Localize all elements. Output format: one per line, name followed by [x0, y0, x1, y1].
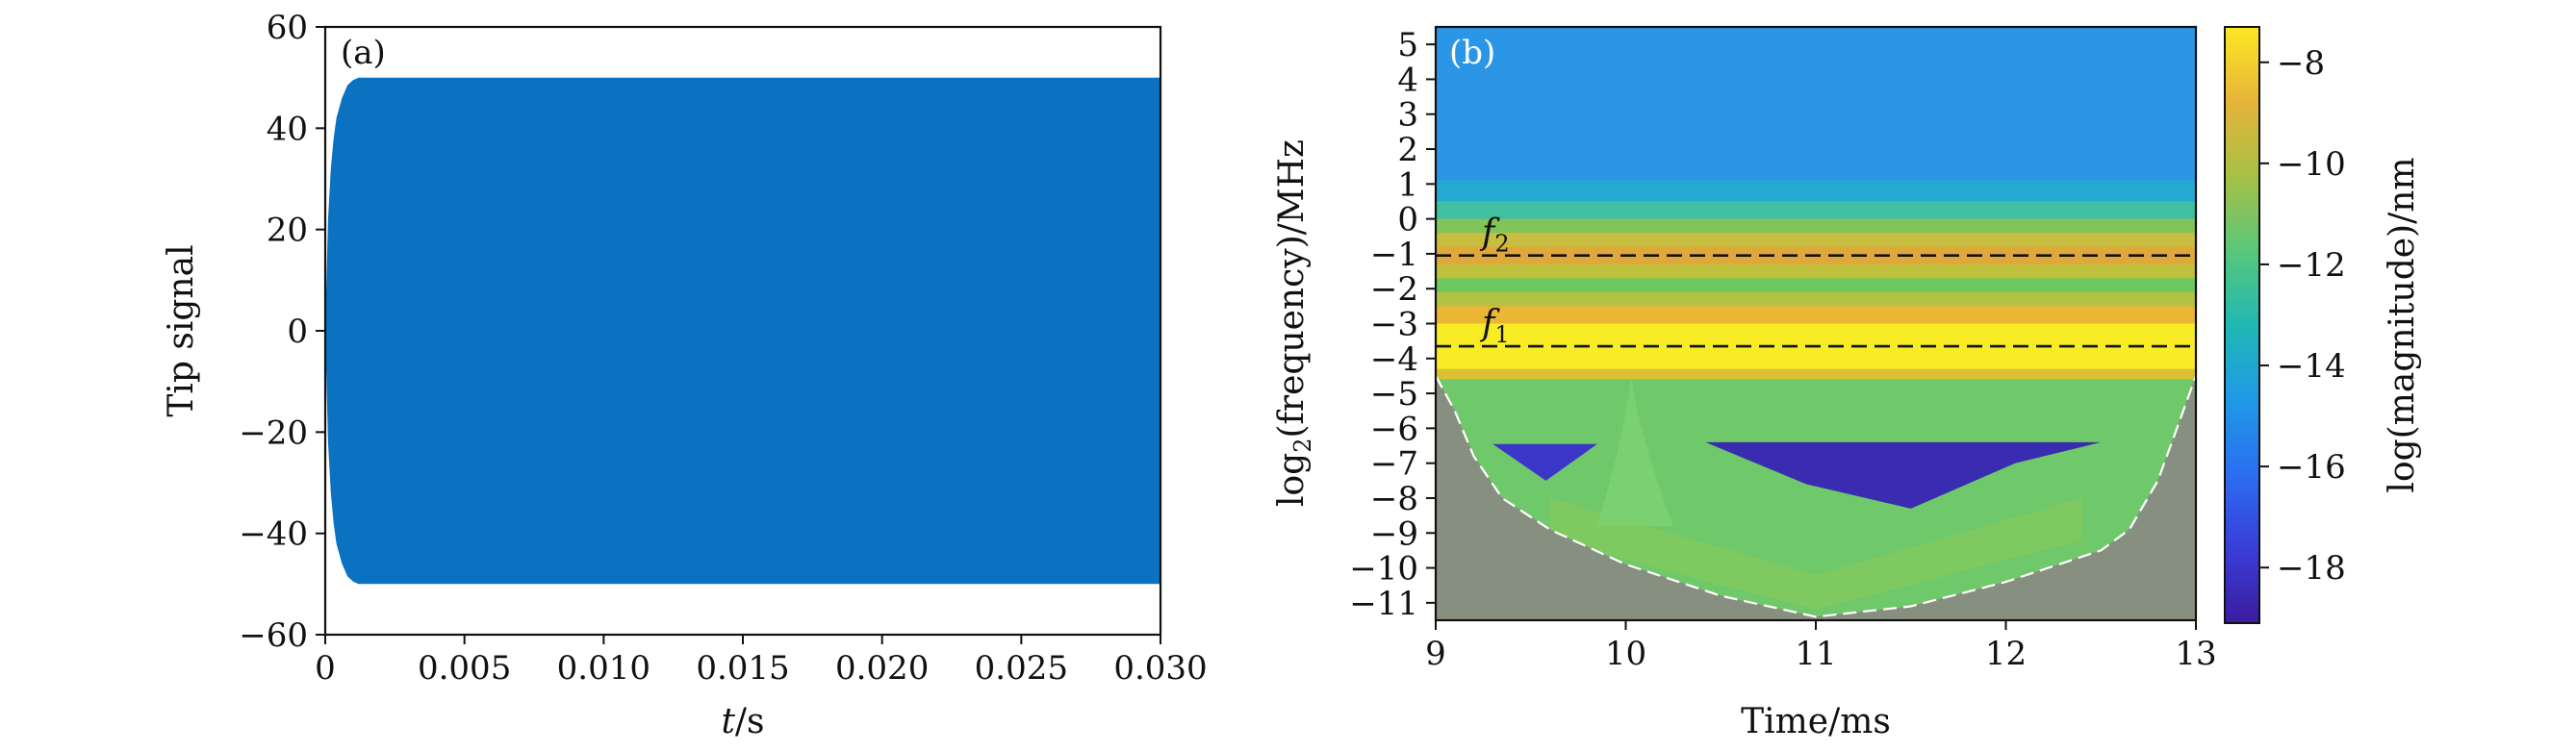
colorbar-tick-label: −14 — [2277, 347, 2346, 386]
ylabel-subscript: 2 — [1289, 438, 1316, 452]
y-tick-label: −40 — [239, 515, 308, 554]
x-tick-label: 0.010 — [557, 649, 650, 688]
y-tick-label: −60 — [239, 616, 308, 655]
cone-boundary-line — [1436, 375, 2196, 618]
y-tick-label: −2 — [1370, 270, 1418, 309]
colorbar-label: log(magnitude)/nm — [2383, 157, 2422, 492]
ylabel-prefix: log — [1272, 453, 1312, 507]
y-tick-label: −20 — [239, 414, 308, 452]
y-tick-label: 40 — [267, 110, 308, 148]
x-tick-label: 12 — [1985, 635, 2027, 673]
colorbar-tick-label: −10 — [2277, 145, 2346, 184]
y-tick-label: −9 — [1370, 514, 1418, 553]
tip-signal-series — [325, 77, 1160, 585]
y-tick-label: 0 — [287, 313, 308, 351]
colorbar-gradient — [2224, 26, 2260, 624]
x-tick-label: 13 — [2175, 635, 2216, 673]
y-tick-label: 2 — [1397, 131, 1418, 169]
colorbar-tick-label: −12 — [2277, 246, 2346, 285]
x-tick-label: 10 — [1605, 635, 1646, 673]
panel-a-ylabel: Tip signal — [162, 244, 201, 416]
y-tick-label: 3 — [1397, 96, 1418, 135]
panel-b-xlabel: Time/ms — [1741, 702, 1891, 741]
panel-b-label: (b) — [1449, 34, 1495, 72]
magnitude-band — [1436, 218, 2196, 234]
transient-spike — [1596, 375, 1673, 527]
magnitude-band — [1436, 291, 2196, 307]
marker-label-subscript: 2 — [1494, 231, 1509, 258]
y-tick-label: −7 — [1370, 445, 1418, 484]
panel-a-ticks: 0 0.005 0.010 0.015 0.020 0.025 0.030 −60 −40 −20… — [239, 9, 1207, 688]
magnitude-band — [1436, 263, 2196, 279]
y-tick-label: 20 — [267, 212, 308, 250]
y-tick-label: −8 — [1370, 480, 1418, 518]
magnitude-band — [1436, 27, 2196, 182]
x-tick-label: 9 — [1425, 635, 1446, 673]
magnitude-band — [1436, 368, 2196, 381]
x-tick-label: 0.020 — [835, 649, 929, 688]
colorbar-tick-label: −18 — [2277, 549, 2346, 588]
y-tick-label: −1 — [1370, 236, 1418, 274]
marker-label-subscript: 1 — [1494, 321, 1509, 348]
panel-a-xlabel: t/s — [721, 702, 764, 741]
x-tick-label: 0 — [315, 649, 336, 688]
ylabel-suffix: (frequency)/MHz — [1272, 139, 1312, 439]
x-tick-label: 0.005 — [418, 649, 511, 688]
y-tick-label: 60 — [267, 9, 308, 47]
outside-cone-region — [1436, 375, 2196, 620]
colorbar-ticks: −8 −10 −12 −14 −16 −18 — [2259, 44, 2346, 588]
x-tick-label: 11 — [1795, 635, 1836, 673]
low-magnitude-region-center — [1705, 441, 2102, 509]
cone-inner-shading — [1549, 497, 2082, 611]
magnitude-band — [1436, 180, 2196, 203]
magnitude-band — [1436, 233, 2196, 248]
y-tick-label: −11 — [1349, 585, 1418, 623]
low-magnitude-region-left — [1492, 443, 1597, 481]
y-tick-label: 0 — [1397, 201, 1418, 239]
xlabel-unit: /s — [735, 702, 765, 741]
y-tick-label: 1 — [1397, 165, 1418, 204]
magnitude-band — [1436, 306, 2196, 325]
y-tick-label: −10 — [1349, 550, 1418, 589]
x-tick-label: 0.025 — [975, 649, 1068, 688]
colorbar-tick-label: −8 — [2277, 44, 2325, 83]
y-tick-label: −5 — [1370, 375, 1418, 414]
colorbar-tick-label: −16 — [2277, 448, 2346, 487]
panel-b-ylabel: log2(frequency)/MHz — [1272, 139, 1316, 507]
magnitude-band — [1436, 278, 2196, 293]
colorbar: −8 −10 −12 −14 −16 −18 log(magnitude)/nm — [2224, 26, 2422, 624]
xlabel-var: t — [721, 702, 735, 741]
y-tick-label: 5 — [1397, 26, 1418, 64]
tip-signal-band — [325, 77, 1160, 585]
y-tick-label: −3 — [1370, 306, 1418, 344]
panel-a-label: (a) — [341, 34, 386, 72]
panel-a-time-signal: 0 0.005 0.010 0.015 0.020 0.025 0.030 −60 −40 −20… — [162, 9, 1208, 741]
magnitude-band — [1436, 201, 2196, 220]
x-tick-label: 0.030 — [1113, 649, 1207, 688]
y-tick-label: −4 — [1370, 340, 1418, 379]
y-tick-label: 4 — [1397, 61, 1418, 99]
x-tick-label: 0.015 — [696, 649, 789, 688]
y-tick-label: −6 — [1370, 410, 1418, 448]
